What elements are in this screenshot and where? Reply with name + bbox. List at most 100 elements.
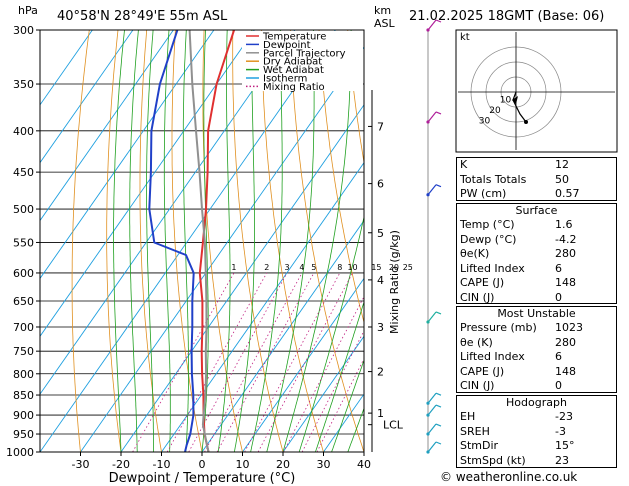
table-row: SREH -3	[457, 425, 616, 440]
isotherm-line	[40, 30, 215, 280]
hodograph-params-box: Hodograph EH -23 SREH -3 StmDir 15° StmSpd (kt…	[456, 395, 617, 468]
pressure-tick-label: 900	[13, 409, 34, 422]
wind-barb-dot	[426, 432, 430, 436]
pressure-tick-label: 850	[13, 389, 34, 402]
most-unstable-title: Most Unstable	[497, 307, 576, 320]
table-row: θe(K) 280	[457, 247, 616, 262]
mixing-ratio-label: 25	[403, 263, 413, 272]
temperature-tick-label: 20	[276, 458, 290, 471]
row-label: θe(K)	[460, 247, 490, 260]
wet-adiabat-line	[315, 300, 364, 452]
wind-barb-icon	[427, 19, 437, 31]
hodograph-ring-label: 10	[500, 96, 512, 106]
legend-entry: Parcel Trajectory	[263, 48, 346, 59]
wind-barb-dot	[426, 120, 430, 124]
isotherm-line	[282, 335, 364, 452]
mixing-ratio-label: 20	[389, 263, 399, 272]
row-value: 50	[555, 172, 569, 186]
table-row: StmSpd (kt) 23	[457, 454, 616, 469]
pressure-tick-label: 550	[13, 236, 34, 249]
legend-entry: Dewpoint	[263, 40, 311, 51]
wet-adiabat-line	[282, 30, 352, 452]
row-label: Lifted Index	[460, 261, 525, 275]
pressure-tick-label: 650	[13, 295, 34, 308]
row-value: 0	[555, 379, 562, 392]
row-value: 6	[555, 261, 562, 275]
isotherm-line	[161, 161, 364, 452]
row-label: CAPE (J)	[460, 276, 505, 289]
row-value: 1023	[555, 321, 583, 334]
table-row: CAPE (J) 148	[457, 276, 616, 291]
temperature-tick-label: -10	[153, 458, 171, 471]
row-label: Dewp (°C)	[460, 232, 517, 246]
wind-barb-icon	[427, 423, 437, 435]
km-tick-label: 6	[377, 178, 384, 191]
row-value: 0	[555, 290, 562, 304]
isotherm-line	[242, 277, 364, 452]
pressure-axis: 300 350 400 450 500 550 600 650 700 750 800 850 900 9…	[6, 24, 40, 459]
km-tick-label: 5	[377, 227, 384, 240]
plot-lines	[40, 30, 364, 452]
table-row: CIN (J) 0	[457, 291, 616, 306]
row-value: 6	[555, 350, 562, 363]
wind-barb-icon	[427, 311, 437, 323]
wind-barb-dot	[426, 401, 430, 405]
mixing-ratio-line	[166, 272, 268, 452]
table-row: EH -23	[457, 410, 616, 425]
isotherm-line	[40, 30, 174, 222]
pressure-tick-label: 750	[13, 345, 34, 358]
isotherm-line	[40, 30, 93, 106]
row-label: K	[460, 158, 468, 171]
wind-barb-icon	[427, 404, 437, 416]
x-axis-label: Dewpoint / Temperature (°C)	[109, 471, 296, 486]
wind-barb-icon	[427, 184, 437, 196]
km-tick-label: 2	[377, 366, 384, 379]
legend-entry: Wet Adiabat	[263, 65, 324, 76]
table-row: Lifted Index 6	[457, 350, 616, 365]
wind-barb-icon	[427, 392, 437, 404]
mixing-ratio-label: 3	[285, 263, 290, 272]
wind-barb-flag	[435, 441, 442, 445]
pressure-tick-label: 450	[13, 166, 34, 179]
temperature-axis: -30 -20 -10 0 10 20 30 40	[72, 452, 371, 471]
mixing-ratio-line	[283, 295, 364, 452]
wind-barb-icon	[427, 111, 437, 123]
hodograph-trace	[512, 91, 527, 123]
wind-barb-flag	[435, 19, 442, 23]
isotherm-line	[40, 30, 255, 338]
table-row: PW (cm) 0.57	[457, 187, 616, 202]
wet-adiabat-line	[129, 30, 139, 452]
row-label: EH	[460, 410, 476, 423]
mixing-ratio-label: 2	[264, 263, 269, 272]
km-tick-label: 4	[377, 274, 384, 287]
wind-barb-dot	[426, 193, 430, 197]
row-value: 12	[555, 158, 569, 171]
wind-barb-flag	[435, 404, 442, 408]
mixing-ratio-line	[188, 272, 288, 452]
km-unit-label: km	[374, 4, 391, 17]
dry-adiabat-line	[106, 30, 122, 452]
mixing-ratio-line	[257, 272, 353, 452]
row-value: 148	[555, 276, 576, 289]
row-label: CIN (J)	[460, 290, 495, 304]
mixing-ratio-label: 4	[299, 263, 304, 272]
km-tick-label: 1	[377, 407, 384, 420]
hodograph-ring-label: 30	[479, 117, 491, 127]
wind-barbs	[426, 19, 442, 454]
surface-title: Surface	[515, 204, 558, 217]
hodograph-ring-label: 20	[489, 106, 501, 116]
pressure-tick-label: 350	[13, 78, 34, 91]
legend-entry: Dry Adiabat	[263, 57, 322, 68]
datetime-label: 21.02.2025 18GMT (Base: 06)	[409, 9, 604, 24]
wet-adiabat-line	[182, 30, 189, 452]
temperature-tick-label: 0	[199, 458, 206, 471]
series-parcel-trajectory	[188, 30, 210, 452]
most-unstable-box: Most Unstable Pressure (mb) 1023 θe (K) 280…	[456, 306, 617, 393]
temperature-tick-label: -20	[112, 458, 130, 471]
copyright: © weatheronline.co.uk	[440, 470, 578, 484]
isotherm-line	[80, 46, 364, 452]
pressure-tick-label: 700	[13, 321, 34, 334]
